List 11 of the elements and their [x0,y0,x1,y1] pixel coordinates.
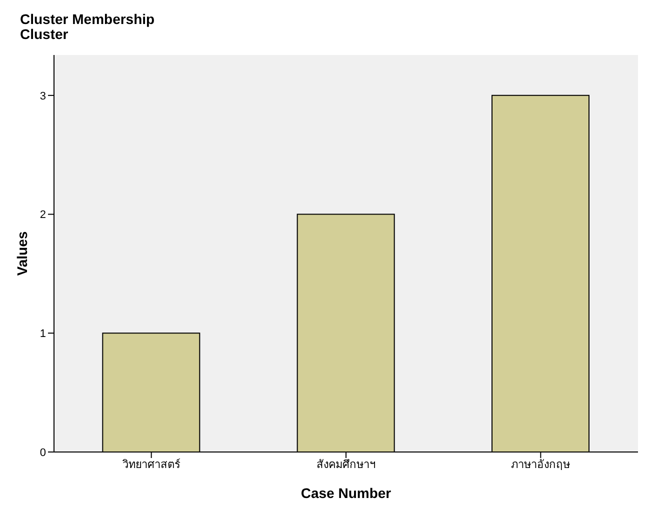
y-tick-label: 0 [40,446,46,459]
y-tick-label: 1 [40,328,46,340]
chart-title: Cluster Membership [20,11,155,27]
y-axis-title: Values [14,231,30,276]
y-tick-label: 2 [40,209,46,222]
x-axis-title: Case Number [300,485,392,501]
x-tick-label: ภาษาอังกฤษ [511,458,570,471]
x-tick-label: สังคมศึกษาฯ [316,458,376,471]
y-tick-label: 3 [40,90,46,102]
chart-subtitle: Cluster [20,26,70,42]
x-tick-label: วิทยาศาสตร์ [121,458,180,471]
